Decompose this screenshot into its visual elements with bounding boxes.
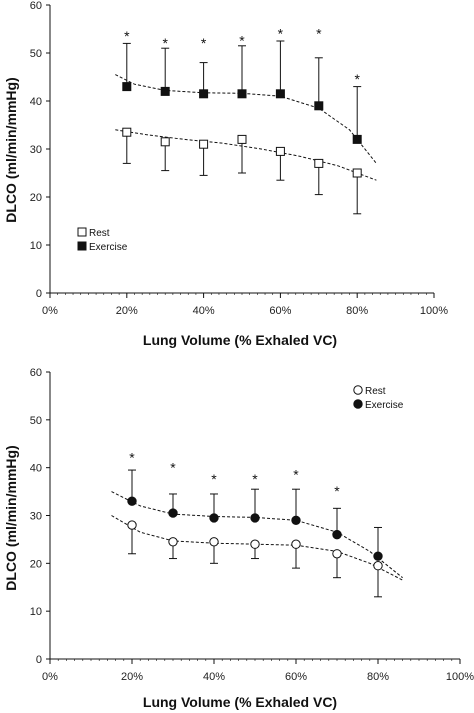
legend-label: Exercise: [365, 400, 404, 411]
y-tick-label: 50: [30, 48, 42, 60]
legend: Rest Exercise: [77, 227, 128, 253]
series-exercise: [115, 40, 377, 164]
data-point: [291, 515, 301, 525]
y-tick-label: 40: [30, 463, 42, 475]
y-tick-label: 20: [30, 558, 42, 570]
series-rest: [111, 515, 403, 598]
data-point: [332, 549, 342, 559]
x-tick-label: 60%: [269, 305, 291, 317]
data-point: [122, 127, 132, 137]
data-point: [352, 168, 362, 178]
legend-label: Rest: [89, 228, 110, 239]
significance-marker: *: [201, 35, 207, 51]
data-point: [209, 537, 219, 547]
y-tick-label: 10: [30, 606, 42, 618]
fit-curve: [111, 491, 403, 579]
legend-marker: [77, 227, 87, 237]
x-tick-label: 100%: [420, 305, 448, 317]
data-point: [291, 539, 301, 549]
legend: Rest Exercise: [353, 385, 404, 411]
y-tick-label: 0: [36, 288, 42, 300]
y-tick-label: 0: [36, 654, 42, 666]
x-tick-label: 0%: [42, 671, 58, 683]
significance-marker: *: [278, 25, 284, 41]
x-tick-label: 80%: [346, 305, 368, 317]
y-axis-label: DLCO (ml/min/mmHg): [3, 445, 19, 590]
y-tick-label: 60: [30, 0, 42, 12]
x-axis-label: Lung Volume (% Exhaled VC): [143, 332, 337, 348]
legend-label: Exercise: [89, 242, 128, 253]
significance-marker: *: [162, 35, 168, 51]
y-tick-label: 30: [30, 144, 42, 156]
data-point: [314, 101, 324, 111]
significance-marker: *: [252, 471, 258, 487]
significance-marker: *: [316, 25, 322, 41]
data-point: [373, 551, 383, 561]
y-tick-label: 10: [30, 240, 42, 252]
fit-curve: [115, 74, 377, 164]
y-axis-label: DLCO (ml/min/mmHg): [3, 77, 19, 222]
series-rest: [115, 127, 377, 215]
significance-marker: *: [129, 450, 135, 466]
significance-marker: *: [334, 483, 340, 499]
data-point: [168, 508, 178, 518]
data-point: [209, 513, 219, 523]
x-tick-label: 40%: [193, 305, 215, 317]
significance-marker: *: [239, 33, 245, 49]
significance-marker: *: [124, 28, 130, 44]
x-tick-label: 100%: [446, 671, 474, 683]
x-tick-label: 60%: [285, 671, 307, 683]
data-point: [314, 158, 324, 168]
data-point: [373, 561, 383, 571]
significance-marker: *: [170, 459, 176, 475]
data-point: [352, 134, 362, 144]
data-point: [275, 146, 285, 156]
significance-marker: *: [354, 71, 360, 87]
data-point: [122, 82, 132, 92]
legend-marker: [77, 241, 87, 251]
data-point: [127, 520, 137, 530]
data-point: [160, 86, 170, 96]
series-exercise: [111, 469, 403, 579]
data-point: [199, 139, 209, 149]
data-point: [237, 134, 247, 144]
y-tick-label: 40: [30, 96, 42, 108]
x-axis-label: Lung Volume (% Exhaled VC): [143, 694, 337, 710]
x-tick-label: 40%: [203, 671, 225, 683]
significance-marker: *: [211, 471, 217, 487]
y-tick-label: 20: [30, 192, 42, 204]
x-tick-label: 0%: [42, 305, 58, 317]
y-tick-label: 50: [30, 415, 42, 427]
data-point: [168, 537, 178, 547]
data-point: [160, 137, 170, 147]
legend-label: Rest: [365, 386, 386, 397]
data-point: [275, 89, 285, 99]
chart-panel-bottom: DLCO (ml/min/mmHg) Lung Volume (% Exhale…: [3, 367, 474, 710]
legend-marker: [353, 399, 363, 409]
legend-marker: [353, 385, 363, 395]
data-point: [332, 529, 342, 540]
significance-marker: *: [293, 466, 299, 482]
y-tick-label: 30: [30, 511, 42, 523]
chart-panel-top: DLCO (ml/min/mmHg) Lung Volume (% Exhale…: [3, 0, 448, 348]
x-tick-label: 20%: [121, 671, 143, 683]
x-tick-label: 20%: [116, 305, 138, 317]
data-point: [127, 496, 137, 506]
x-tick-label: 80%: [367, 671, 389, 683]
y-tick-label: 60: [30, 367, 42, 379]
data-point: [237, 89, 247, 99]
data-point: [250, 513, 260, 523]
data-point: [250, 539, 260, 549]
data-point: [199, 89, 209, 99]
